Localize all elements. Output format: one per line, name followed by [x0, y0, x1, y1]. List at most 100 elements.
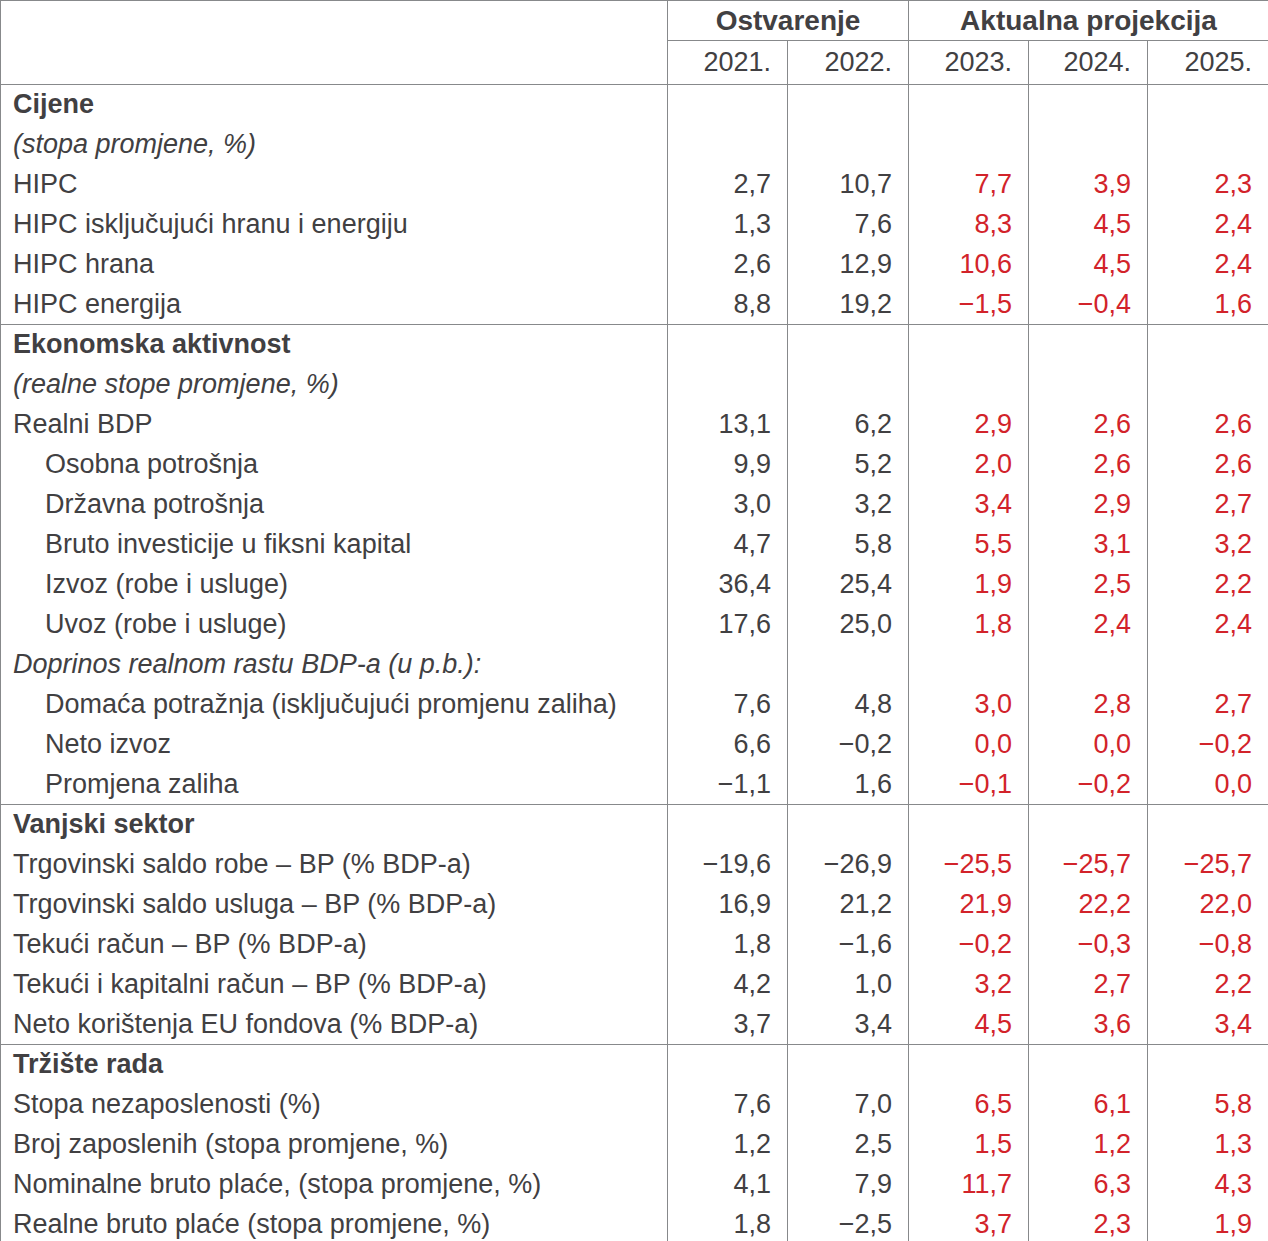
value-2021 — [668, 85, 788, 125]
value-2024 — [1029, 645, 1148, 685]
value-2024: 6,3 — [1029, 1165, 1148, 1205]
value-2023 — [909, 125, 1029, 165]
table-row: Cijene — [1, 85, 1268, 125]
value-2022: 5,2 — [788, 445, 909, 485]
value-2023 — [909, 325, 1029, 365]
value-2023: −1,5 — [909, 285, 1029, 325]
value-2021: 13,1 — [668, 405, 788, 445]
value-2021: 17,6 — [668, 605, 788, 645]
row-label: (realne stope promjene, %) — [1, 365, 668, 405]
table-row: HIPC isključujući hranu i energiju 1,3 7… — [1, 205, 1268, 245]
value-2022: 5,8 — [788, 525, 909, 565]
value-2024: 22,2 — [1029, 885, 1148, 925]
table-row: Izvoz (robe i usluge) 36,4 25,4 1,9 2,5 … — [1, 565, 1268, 605]
value-2021: 6,6 — [668, 725, 788, 765]
value-2025: 2,6 — [1148, 445, 1268, 485]
value-2022 — [788, 325, 909, 365]
value-2025: 5,8 — [1148, 1085, 1268, 1125]
row-label: Nominalne bruto plaće, (stopa promjene, … — [1, 1165, 668, 1205]
value-2025: 1,3 — [1148, 1125, 1268, 1165]
value-2024: 3,6 — [1029, 1005, 1148, 1045]
value-2023 — [909, 85, 1029, 125]
value-2024: 2,6 — [1029, 405, 1148, 445]
year-header-2022: 2022. — [788, 41, 909, 85]
value-2025 — [1148, 125, 1268, 165]
value-2022 — [788, 645, 909, 685]
row-label: HIPC energija — [1, 285, 668, 325]
table-row: Stopa nezaposlenosti (%) 7,6 7,0 6,5 6,1… — [1, 1085, 1268, 1125]
table-row: Ekonomska aktivnost — [1, 325, 1268, 365]
row-label: Tekući račun – BP (% BDP-a) — [1, 925, 668, 965]
value-2023: 8,3 — [909, 205, 1029, 245]
value-2022: 7,6 — [788, 205, 909, 245]
table-row: Uvoz (robe i usluge) 17,6 25,0 1,8 2,4 2… — [1, 605, 1268, 645]
value-2023: 2,9 — [909, 405, 1029, 445]
value-2023: −0,1 — [909, 765, 1029, 805]
value-2023: 4,5 — [909, 1005, 1029, 1045]
value-2024: −0,2 — [1029, 765, 1148, 805]
year-header-2024: 2024. — [1029, 41, 1148, 85]
row-label: Izvoz (robe i usluge) — [1, 565, 668, 605]
value-2024: 2,6 — [1029, 445, 1148, 485]
year-header-2023: 2023. — [909, 41, 1029, 85]
value-2025 — [1148, 325, 1268, 365]
value-2023: −0,2 — [909, 925, 1029, 965]
row-label: Tržište rada — [1, 1045, 668, 1085]
table-row: HIPC energija 8,8 19,2 −1,5 −0,4 1,6 — [1, 285, 1268, 325]
value-2021: 3,7 — [668, 1005, 788, 1045]
value-2025 — [1148, 85, 1268, 125]
row-label: Promjena zaliha — [1, 765, 668, 805]
value-2023 — [909, 365, 1029, 405]
row-label: Doprinos realnom rastu BDP-a (u p.b.): — [1, 645, 668, 685]
corner-cell — [1, 1, 668, 85]
row-label: Trgovinski saldo robe – BP (% BDP-a) — [1, 845, 668, 885]
value-2024: 2,7 — [1029, 965, 1148, 1005]
value-2021 — [668, 325, 788, 365]
table-row: Trgovinski saldo robe – BP (% BDP-a) −19… — [1, 845, 1268, 885]
value-2023: 3,4 — [909, 485, 1029, 525]
group-header-row: Ostvarenje Aktualna projekcija — [1, 1, 1268, 41]
value-2025 — [1148, 805, 1268, 845]
value-2021: 2,6 — [668, 245, 788, 285]
value-2025: 1,9 — [1148, 1205, 1268, 1241]
table-row: Tržište rada — [1, 1045, 1268, 1085]
table-row: HIPC 2,7 10,7 7,7 3,9 2,3 — [1, 165, 1268, 205]
value-2023: 5,5 — [909, 525, 1029, 565]
value-2021: −1,1 — [668, 765, 788, 805]
value-2024 — [1029, 365, 1148, 405]
value-2024: 2,3 — [1029, 1205, 1148, 1241]
value-2021: 7,6 — [668, 685, 788, 725]
row-label: Osobna potrošnja — [1, 445, 668, 485]
value-2025 — [1148, 1045, 1268, 1085]
value-2024: 3,1 — [1029, 525, 1148, 565]
table-row: Neto korištenja EU fondova (% BDP-a) 3,7… — [1, 1005, 1268, 1045]
value-2025: 2,2 — [1148, 565, 1268, 605]
value-2023: 3,7 — [909, 1205, 1029, 1241]
value-2025: 3,4 — [1148, 1005, 1268, 1045]
row-label: Domaća potražnja (isključujući promjenu … — [1, 685, 668, 725]
table-body: Cijene (stopa promjene, %) HIPC 2,7 10,7… — [1, 85, 1268, 1241]
value-2021 — [668, 125, 788, 165]
value-2023: 3,0 — [909, 685, 1029, 725]
value-2024 — [1029, 325, 1148, 365]
value-2025: 4,3 — [1148, 1165, 1268, 1205]
value-2024: 2,9 — [1029, 485, 1148, 525]
value-2021: 4,2 — [668, 965, 788, 1005]
row-label: Stopa nezaposlenosti (%) — [1, 1085, 668, 1125]
value-2021: 1,2 — [668, 1125, 788, 1165]
value-2022: 7,0 — [788, 1085, 909, 1125]
row-label: Uvoz (robe i usluge) — [1, 605, 668, 645]
table-row: Broj zaposlenih (stopa promjene, %) 1,2 … — [1, 1125, 1268, 1165]
value-2022: 10,7 — [788, 165, 909, 205]
value-2024 — [1029, 805, 1148, 845]
group-header-projection: Aktualna projekcija — [909, 1, 1268, 41]
value-2022: −26,9 — [788, 845, 909, 885]
year-header-2025: 2025. — [1148, 41, 1268, 85]
value-2023 — [909, 805, 1029, 845]
value-2025: 2,4 — [1148, 605, 1268, 645]
value-2025: −25,7 — [1148, 845, 1268, 885]
value-2022: 12,9 — [788, 245, 909, 285]
value-2023: −25,5 — [909, 845, 1029, 885]
value-2022 — [788, 85, 909, 125]
table-row: Osobna potrošnja 9,9 5,2 2,0 2,6 2,6 — [1, 445, 1268, 485]
